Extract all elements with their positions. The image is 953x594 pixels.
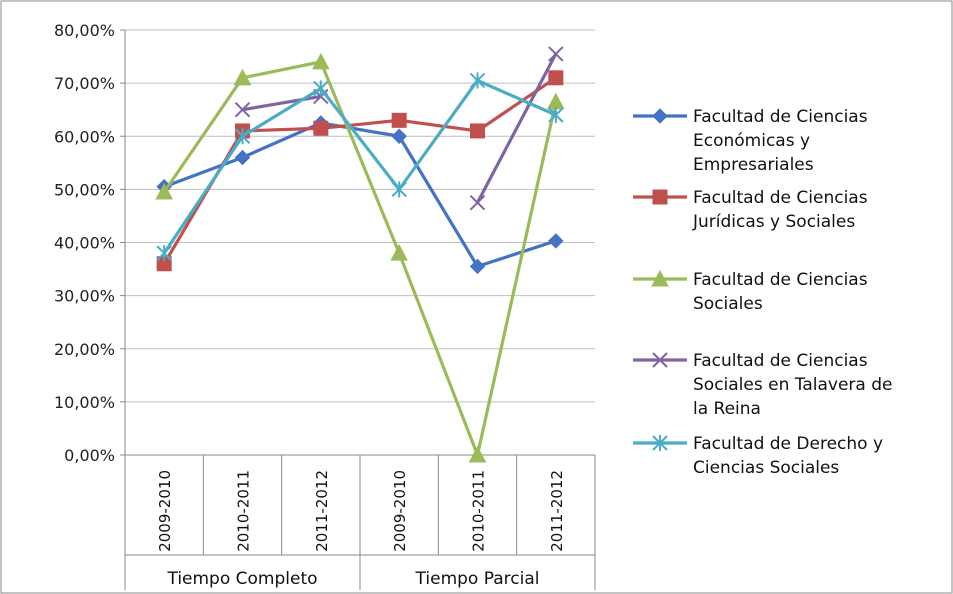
legend: Facultad de Ciencias Económicas y Empresar…: [633, 107, 892, 478]
legend-entry: Facultad de Derecho y Ciencias Sociales: [633, 434, 883, 478]
data-point: [652, 189, 668, 205]
legend-label: Facultad de Ciencias: [693, 270, 868, 290]
x-tick-label: 2009-2010: [156, 470, 174, 552]
data-point: [548, 46, 564, 62]
series-4: [234, 46, 564, 211]
y-tick-label: 60,00%: [54, 127, 115, 146]
y-tick-label: 50,00%: [54, 180, 115, 199]
x-tick-label: 2010-2011: [235, 470, 253, 552]
legend-entry: Facultad de Ciencias Sociales: [633, 269, 868, 314]
y-tick-label: 0,00%: [64, 446, 115, 465]
data-point: [313, 80, 329, 97]
legend-entry: Facultad de Ciencias Sociales en Talavera…: [633, 351, 892, 419]
data-point: [469, 258, 486, 275]
legend-label: Sociales en Talavera de: [693, 375, 892, 395]
legend-label: Jurídicas y Sociales: [692, 212, 855, 232]
data-point: [155, 182, 174, 200]
data-point: [469, 72, 486, 89]
legend-label: Facultad de Derecho y: [693, 434, 883, 454]
x-tick-label: 2011-2012: [313, 470, 331, 552]
legend-entry: Facultad de Ciencias Económicas y Empresar…: [633, 107, 868, 175]
legend-label: Económicas y: [693, 131, 810, 151]
y-tick-label: 70,00%: [54, 74, 115, 93]
legend-label: Facultad de Ciencias: [693, 188, 868, 208]
series-lines: [155, 46, 565, 463]
data-point: [234, 149, 251, 166]
series-5: [156, 72, 564, 262]
data-point: [470, 123, 485, 139]
data-point: [548, 70, 564, 86]
data-point: [391, 181, 407, 198]
y-tick-label: 30,00%: [54, 287, 115, 306]
data-point: [312, 52, 330, 70]
legend-label: Empresariales: [693, 155, 814, 175]
x-tick-label: 2010-2011: [470, 470, 488, 552]
data-point: [468, 445, 487, 463]
data-point: [234, 101, 251, 118]
data-point: [548, 107, 564, 123]
x-group-label: Tiempo Completo: [166, 569, 317, 589]
data-point: [548, 233, 564, 249]
data-point: [156, 245, 172, 262]
y-tick-label: 20,00%: [54, 340, 115, 359]
axes: 0,00% 10,00% 20,00% 30,00% 40,00% 50,00% 60,00…: [54, 21, 596, 590]
data-point: [651, 269, 669, 287]
series-line: [242, 94, 322, 112]
data-point: [469, 194, 486, 211]
data-point: [234, 128, 251, 145]
data-point: [652, 352, 668, 368]
series-line: [162, 60, 558, 457]
data-point: [313, 120, 329, 136]
data-point: [390, 244, 408, 261]
y-tick-label: 40,00%: [54, 234, 115, 253]
x-tick-label: 2009-2010: [391, 470, 409, 552]
series-line: [476, 53, 558, 204]
data-point: [233, 68, 252, 86]
x-tick-label: 2011-2012: [548, 470, 566, 552]
legend-label: Facultad de Ciencias: [693, 107, 868, 127]
x-group-label: Tiempo Parcial: [415, 569, 540, 589]
series-line: [163, 121, 557, 269]
series-line: [162, 78, 557, 255]
data-point: [652, 108, 668, 124]
legend-entry: Facultad de Ciencias Jurídicas y Sociales: [633, 188, 868, 232]
legend-label: Facultad de Ciencias: [693, 351, 868, 371]
data-point: [391, 112, 407, 128]
y-tick-label: 80,00%: [54, 21, 115, 40]
data-point: [652, 435, 668, 451]
data-point: [391, 128, 407, 144]
legend-label: Sociales: [693, 294, 763, 314]
legend-label: Ciencias Sociales: [693, 458, 839, 478]
series-3: [155, 52, 565, 463]
y-tick-label: 10,00%: [54, 393, 115, 412]
legend-label: la Reina: [693, 399, 761, 419]
